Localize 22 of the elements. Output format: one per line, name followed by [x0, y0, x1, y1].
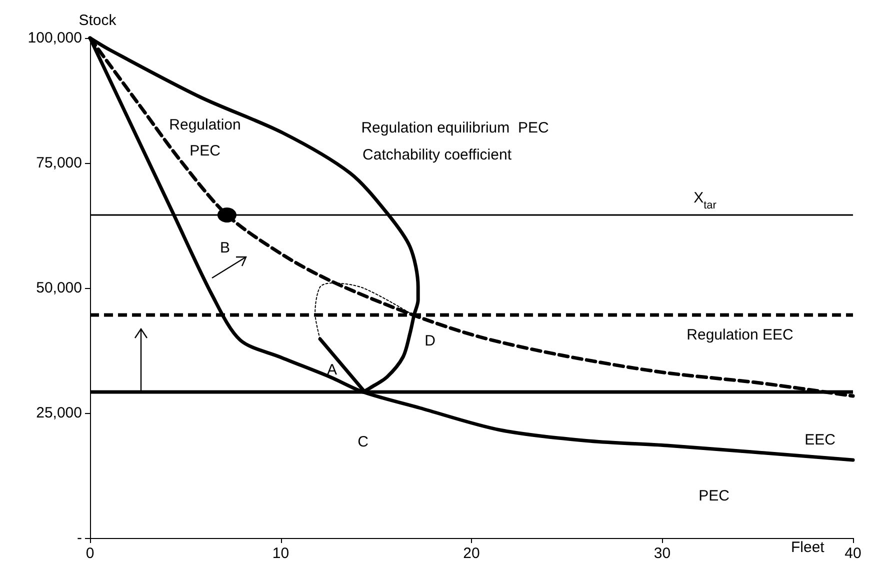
ref-line-label: Regulation EEC	[686, 326, 794, 344]
x-tick-label: 0	[86, 545, 94, 562]
x-tick-label: 10	[272, 545, 290, 562]
y-axis-title: Stock	[78, 12, 117, 29]
y-tick-label: 75,000	[36, 154, 82, 172]
annotation: Regulation PEC	[169, 116, 241, 160]
annotation: D	[424, 332, 436, 350]
annotation: Regulation equilibrium PEC	[361, 120, 549, 136]
x-tick-label: 30	[654, 545, 671, 562]
annotation: Catchability coefficient	[362, 146, 512, 164]
y-tick-label: 25,000	[36, 404, 82, 422]
annotation: B	[220, 240, 230, 256]
y-tick-label: 50,000	[36, 280, 82, 296]
annotation: PEC	[698, 488, 730, 504]
y-tick-label: -	[77, 530, 82, 546]
annotation: C	[358, 434, 369, 450]
x-tick-label: 40	[844, 545, 862, 562]
x-axis-title: Fleet	[791, 539, 826, 556]
x-tick-label: 20	[463, 545, 480, 562]
annotation: EEC	[804, 432, 836, 448]
y-tick-label: 100,000	[28, 30, 82, 46]
annotation: A	[326, 362, 338, 378]
